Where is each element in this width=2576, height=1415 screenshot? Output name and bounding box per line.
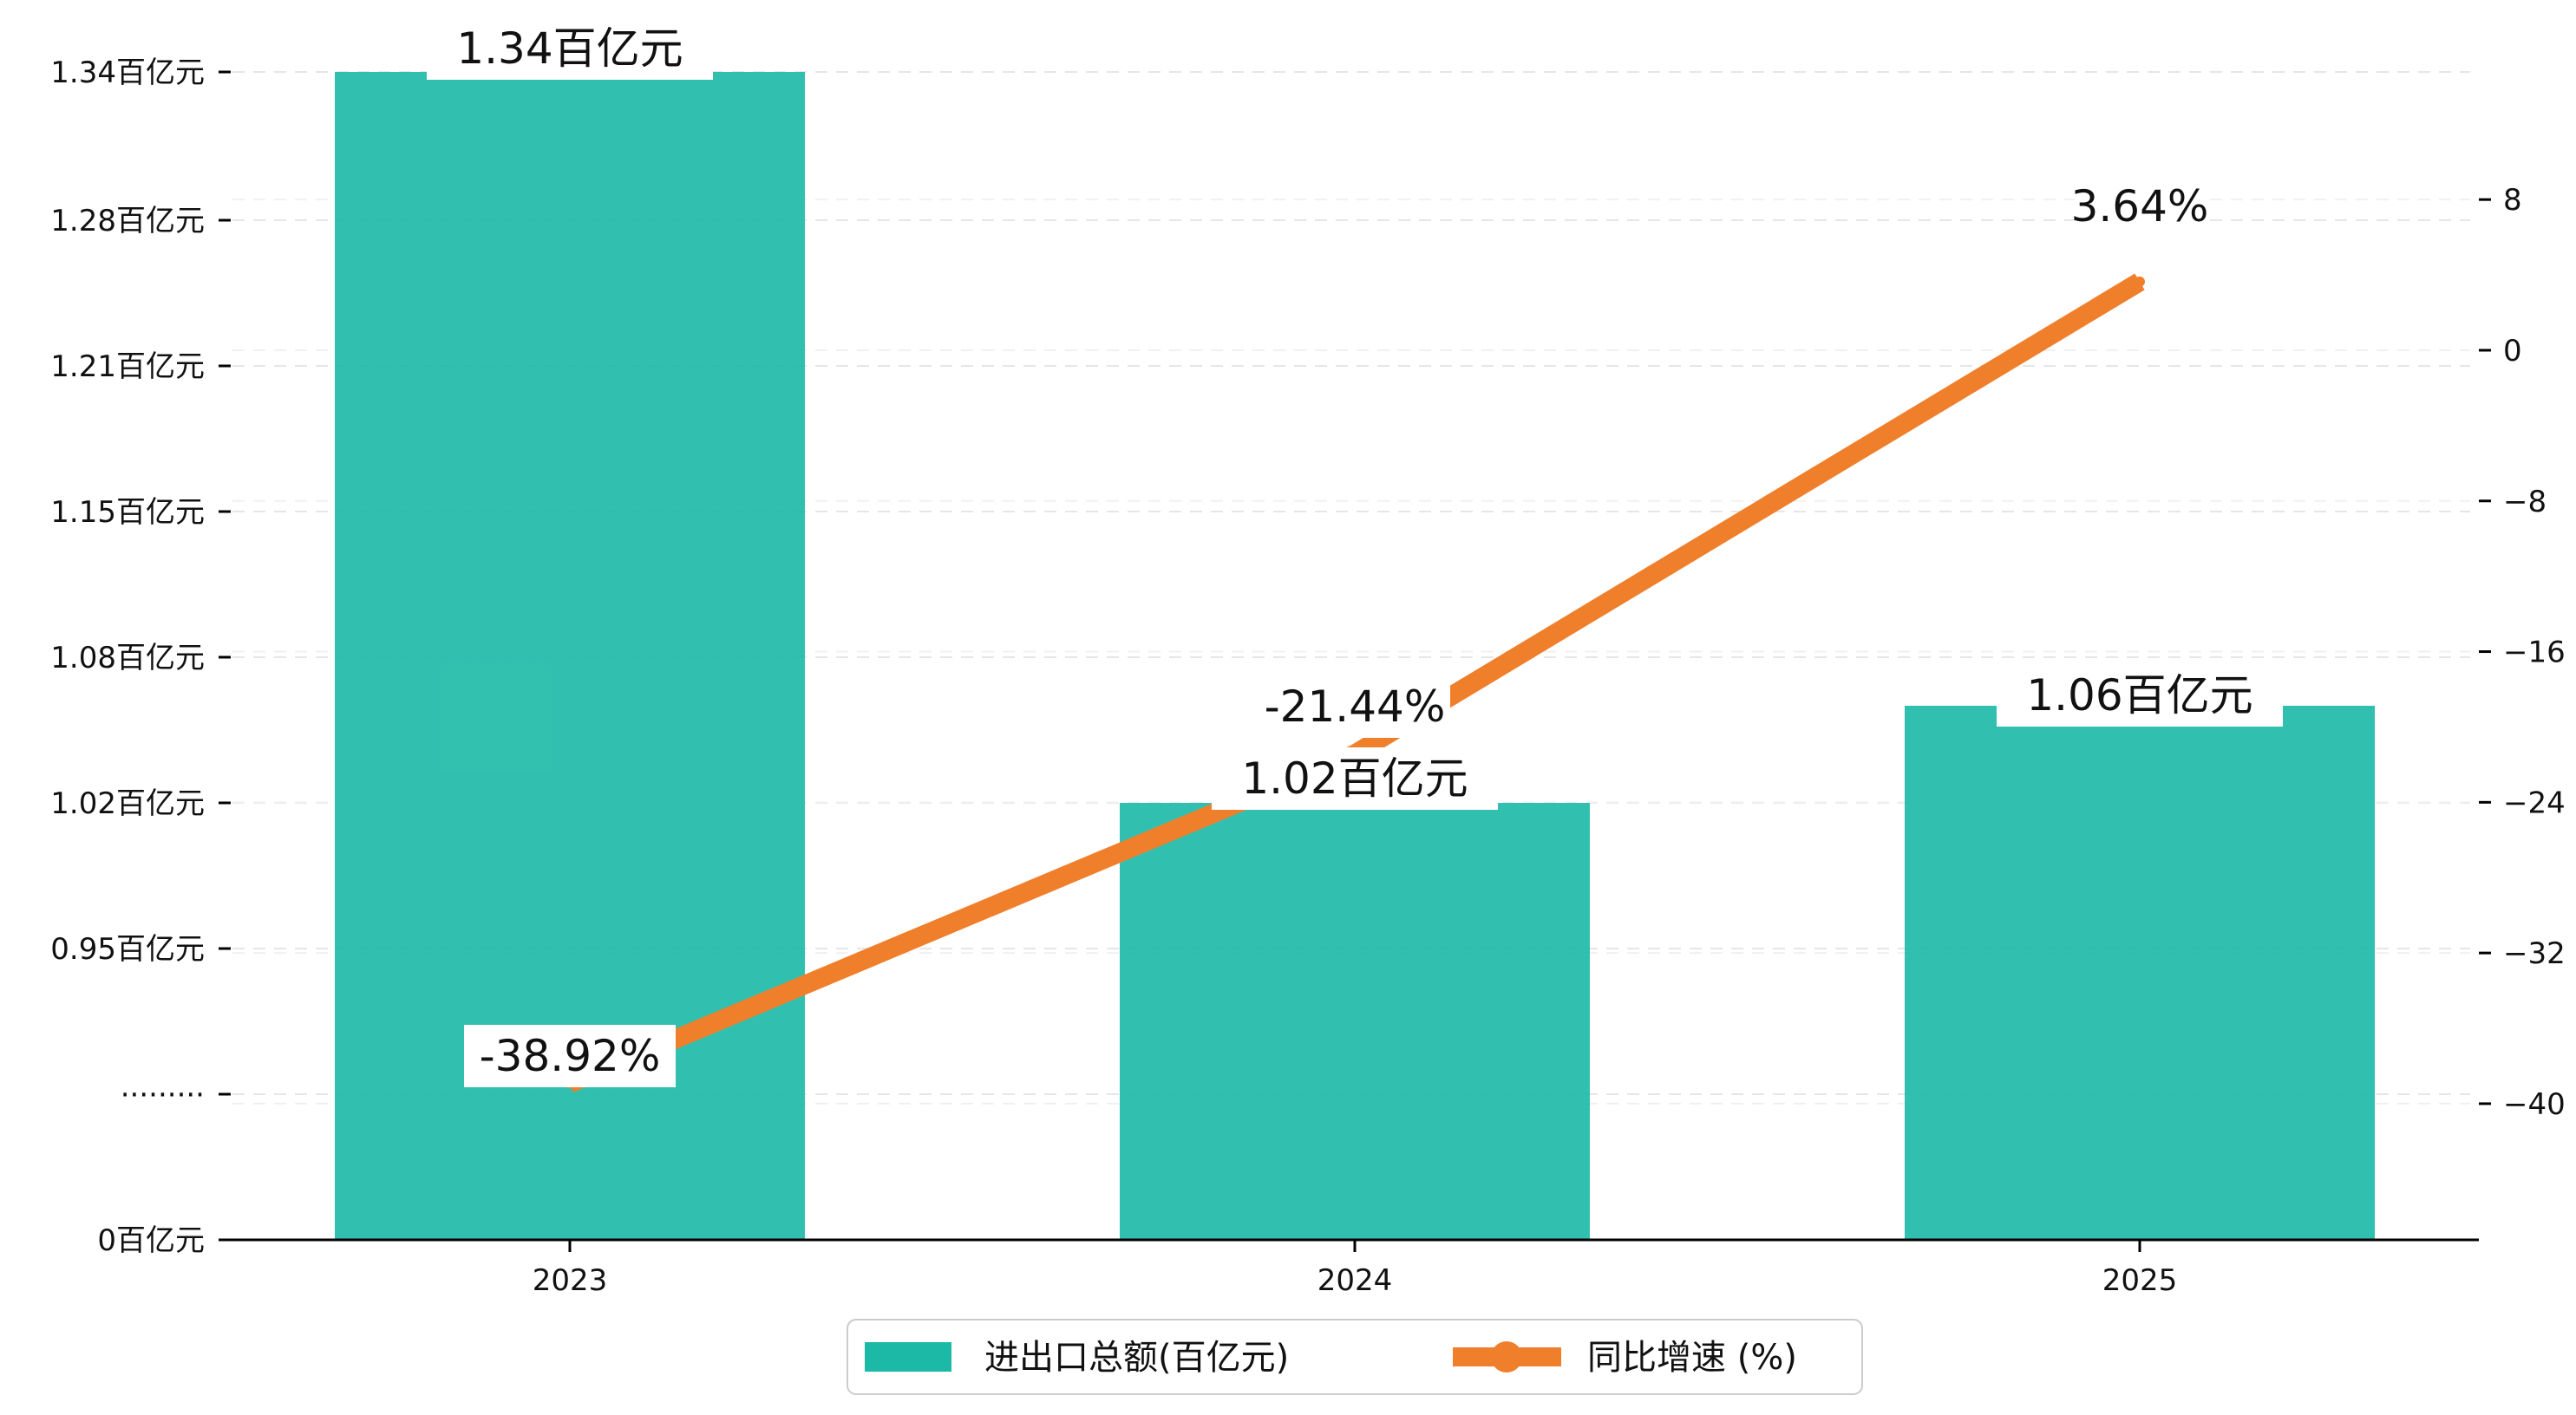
growth-label-2023-box (464, 1025, 676, 1087)
bar-label-2025-box (1997, 664, 2283, 727)
right-tick-label-0: −40 (2503, 1087, 2566, 1122)
left-tick-label-6: 1.21百亿元 (50, 349, 205, 384)
left-tick-label-1: ········· (121, 1078, 205, 1112)
growth-label-2023: -38.92% (480, 1031, 661, 1081)
left-tick-label-5: 1.15百亿元 (50, 495, 205, 530)
bar-label-2023-box (427, 17, 713, 80)
left-tick-label-7: 1.28百亿元 (50, 204, 205, 238)
left-tick-label-4: 1.08百亿元 (50, 641, 205, 675)
right-tick-label-6: 8 (2503, 183, 2522, 218)
x-tick-label-2025: 2025 (2102, 1263, 2178, 1298)
left-tick-label-8: 1.34百亿元 (50, 55, 205, 90)
bar-2024 (1120, 803, 1590, 1240)
legend-marker-line (1491, 1341, 1522, 1373)
growth-label-2025: 3.64% (2071, 181, 2209, 231)
legend-label-line: 同比增速 (%) (1587, 1338, 1797, 1378)
right-tick-label-4: −8 (2503, 485, 2547, 519)
right-tick-label-3: −16 (2503, 636, 2566, 670)
right-tick-label-2: −24 (2503, 786, 2566, 820)
growth-point-2025 (2135, 276, 2145, 287)
bar-label-2024-box (1212, 747, 1498, 810)
x-tick-label-2023: 2023 (533, 1263, 608, 1298)
growth-label-2025-box (2075, 178, 2205, 235)
left-tick-label-2: 0.95百亿元 (50, 932, 205, 967)
legend-label-bar: 进出口总额(百亿元) (984, 1338, 1289, 1378)
legend-box (847, 1319, 1863, 1395)
bar-series (335, 72, 2375, 1240)
axes: 0百亿元 ········· 0.95百亿元 1.02百亿元 1.08百亿元 1.15百亿… (50, 55, 2565, 1298)
legend-swatch-bar (865, 1342, 951, 1372)
left-tick-label-0: 0百亿元 (97, 1223, 205, 1258)
bar-2025 (1905, 706, 2375, 1240)
bar-label-2025: 1.06百亿元 (2026, 670, 2252, 721)
legend[interactable]: 进出口总额(百亿元) 同比增速 (%) (847, 1319, 1863, 1395)
bar-label-2024: 1.02百亿元 (1241, 753, 1468, 804)
growth-label-2024: -21.44% (1265, 681, 1446, 732)
bar-label-2023: 1.34百亿元 (456, 23, 683, 74)
growth-label-2024-box (1259, 675, 1450, 738)
right-tick-label-5: 0 (2503, 334, 2522, 368)
x-tick-label-2024: 2024 (1317, 1263, 1393, 1298)
right-tick-label-1: −32 (2503, 936, 2566, 971)
left-tick-label-3: 1.02百亿元 (50, 786, 205, 821)
data-labels: 1.34百亿元 1.02百亿元 1.06百亿元 -38.92% -21.44% 3.64% (427, 17, 2283, 1087)
